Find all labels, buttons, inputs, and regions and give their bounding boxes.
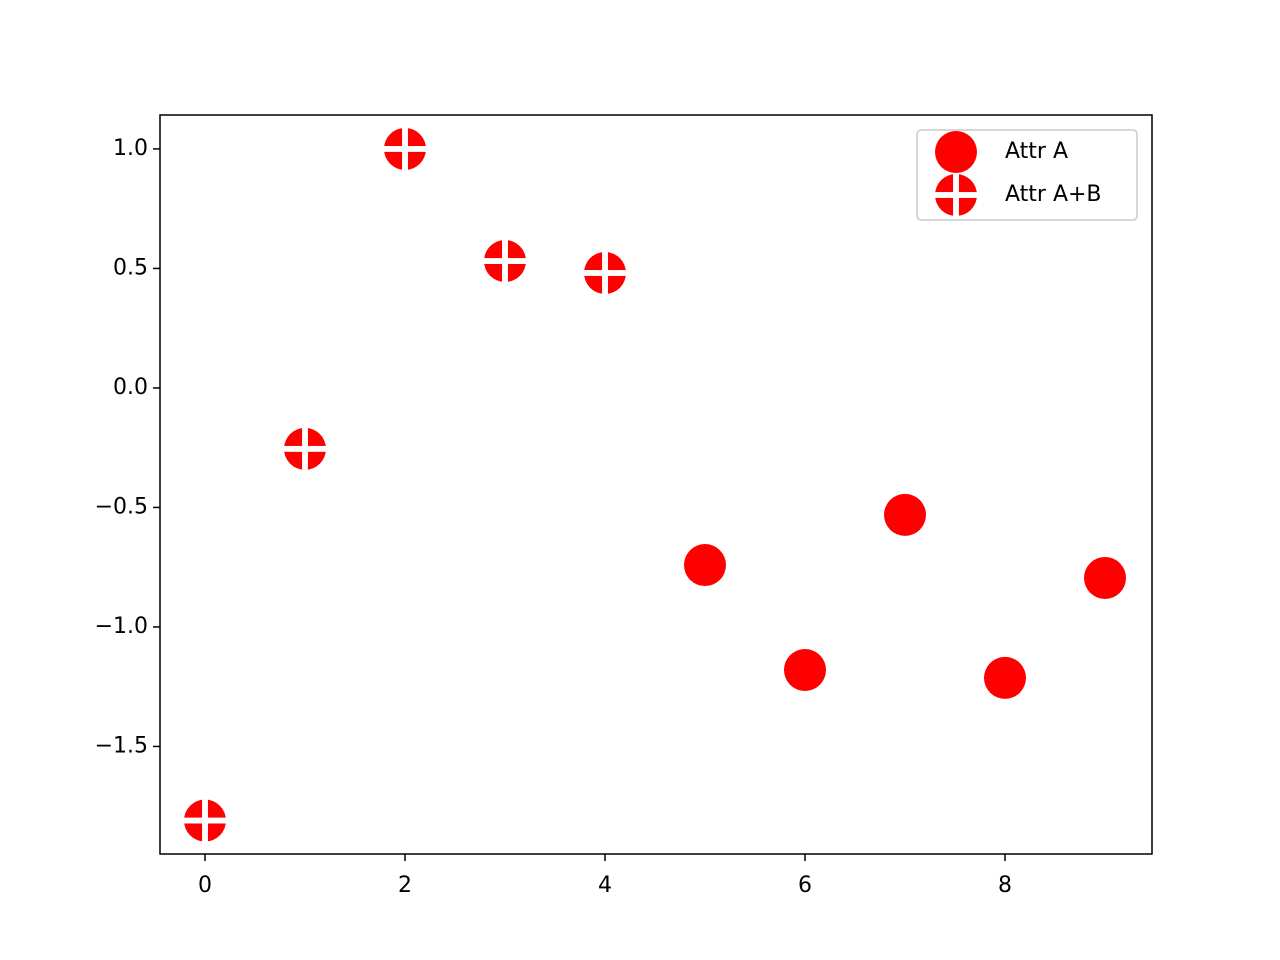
x-tick-label: 4 — [598, 873, 612, 898]
marker — [935, 174, 977, 216]
x-tick-label: 2 — [398, 873, 412, 898]
y-tick-label: −0.5 — [95, 494, 148, 519]
cross — [502, 240, 508, 283]
marker — [384, 127, 426, 170]
plot-frame — [159, 114, 1153, 855]
point — [984, 656, 1026, 699]
cross — [202, 799, 208, 842]
point — [884, 493, 926, 536]
marker — [784, 648, 826, 691]
marker — [684, 544, 726, 587]
marker — [935, 131, 977, 173]
x-tick-label: 6 — [798, 873, 812, 898]
y-tick-label: 0.0 — [113, 375, 148, 400]
x-tick-label: 8 — [998, 873, 1012, 898]
marker — [1084, 556, 1126, 599]
y-tick-label: 0.5 — [113, 255, 148, 280]
legend-marker — [935, 131, 977, 173]
marker — [284, 427, 326, 470]
y-tick-label: −1.5 — [95, 733, 148, 758]
legend-label: Attr A+B — [1005, 182, 1102, 207]
legend-label: Attr A — [1005, 139, 1068, 164]
marker — [884, 493, 926, 536]
legend: Attr A Attr A+B — [916, 129, 1138, 221]
marker — [584, 251, 626, 294]
y-tick-label: 1.0 — [113, 136, 148, 161]
marker — [184, 799, 226, 842]
cross — [602, 251, 608, 294]
point — [1084, 556, 1126, 599]
cross — [953, 174, 959, 216]
point — [684, 544, 726, 587]
point — [784, 648, 826, 691]
x-tick-label: 0 — [198, 873, 212, 898]
marker — [484, 240, 526, 283]
cross — [402, 127, 408, 170]
marker — [984, 656, 1026, 699]
y-tick-label: −1.0 — [95, 614, 148, 639]
cross — [302, 427, 308, 470]
